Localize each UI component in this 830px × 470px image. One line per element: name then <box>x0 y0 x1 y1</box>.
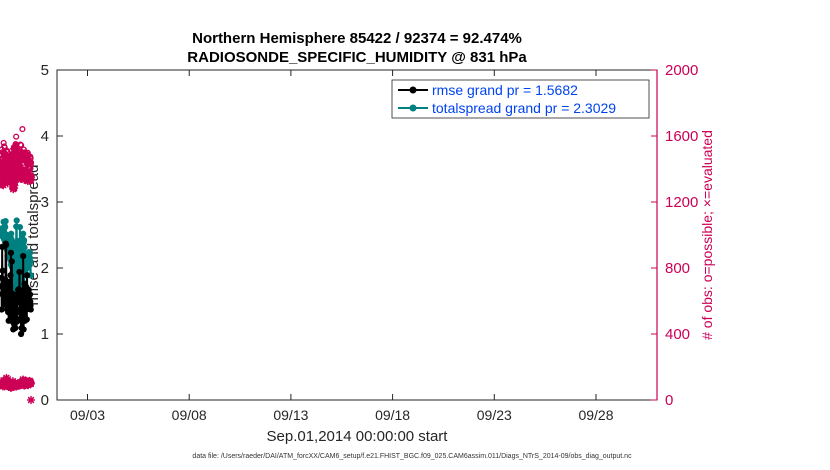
rmse-point <box>0 267 6 274</box>
totalspread-point <box>8 230 15 237</box>
y-right-tick-label: 0 <box>665 392 673 409</box>
totalspread-point <box>20 230 27 237</box>
rmse-point <box>20 253 27 260</box>
y-left-tick-label: 3 <box>41 194 49 211</box>
legend-rmse-marker <box>409 86 417 94</box>
x-axis-label: Sep.01,2014 00:00:00 start <box>267 428 449 445</box>
y-left-tick-label: 0 <box>41 392 49 409</box>
x-tick-label: 09/28 <box>578 407 613 423</box>
footnote: data file: /Users/raeder/DAI/ATM_forcXX/… <box>192 453 632 460</box>
rmse-point <box>7 249 15 256</box>
x-tick-label: 09/23 <box>477 407 512 423</box>
chart-title-line1: Northern Hemisphere 85422 / 92374 = 92.4… <box>192 30 522 47</box>
totalspread-point <box>26 249 34 256</box>
plot-area <box>56 69 658 401</box>
y-right-tick-label: 1200 <box>665 194 698 211</box>
y-right-tick-label: 1600 <box>665 128 698 145</box>
rmse-point <box>23 272 31 279</box>
totalspread-point <box>21 244 28 251</box>
obs-possible-point <box>13 133 20 140</box>
rmse-point <box>7 272 14 279</box>
x-tick-label: 09/08 <box>172 407 207 423</box>
series-obs-evaluated <box>0 156 36 194</box>
y-left-tick-label: 2 <box>41 260 49 277</box>
y-left-tick-label: 1 <box>41 326 49 343</box>
obs-evaluated-point <box>12 156 21 165</box>
rmse-point <box>12 324 19 332</box>
y-left-tick-label: 5 <box>41 62 49 79</box>
totalspread-point <box>14 262 21 270</box>
legend-rmse-label: rmse grand pr = 1.5682 <box>432 82 578 98</box>
x-tick-label: 09/18 <box>375 407 410 423</box>
totalspread-point <box>2 218 9 225</box>
legend-spread-label: totalspread grand pr = 2.3029 <box>432 100 616 116</box>
totalspread-point <box>2 223 9 231</box>
totalspread-point <box>20 237 28 244</box>
obs-evaluated-point <box>26 172 36 182</box>
rmse-point <box>27 306 34 313</box>
series-obs-evaluated-lower-band- <box>0 373 36 405</box>
y-left-tick-label: 4 <box>41 128 49 145</box>
rmse-point <box>20 326 27 333</box>
y-axis-right-label: # of obs: o=possible; ×=evaluated <box>699 130 715 340</box>
rmse-point <box>23 316 30 323</box>
y-right-tick-label: 800 <box>665 260 690 277</box>
totalspread-point <box>16 223 24 231</box>
obs-evaluated-point <box>26 395 36 405</box>
x-tick-label: 09/03 <box>70 407 105 423</box>
rmse-point <box>0 306 5 313</box>
y-right-tick-label: 400 <box>665 326 690 343</box>
rmse-point <box>3 241 10 248</box>
rmse-point <box>8 258 15 265</box>
obs-possible-point <box>19 126 26 133</box>
legend-box <box>391 79 650 119</box>
rmse-point <box>17 330 25 338</box>
y-right-tick-label: 2000 <box>665 62 698 79</box>
rmse-point <box>16 268 23 276</box>
obs-evaluated-point <box>26 378 35 388</box>
legend-spread-marker <box>409 104 417 112</box>
chart-title-line2: RADIOSONDE_SPECIFIC_HUMIDITY @ 831 hPa <box>187 49 527 66</box>
obs-possible-point <box>18 142 25 149</box>
x-tick-label: 09/13 <box>273 407 308 423</box>
rmse-point <box>7 282 14 289</box>
totalspread-point <box>13 217 20 224</box>
rmse-point <box>19 311 27 318</box>
legend: rmse grand pr = 1.5682 totalspread grand… <box>391 79 650 119</box>
totalspread-point <box>2 231 9 238</box>
obs-possible-point <box>27 159 35 166</box>
rmse-point <box>26 291 34 298</box>
totalspread-point <box>27 258 34 265</box>
